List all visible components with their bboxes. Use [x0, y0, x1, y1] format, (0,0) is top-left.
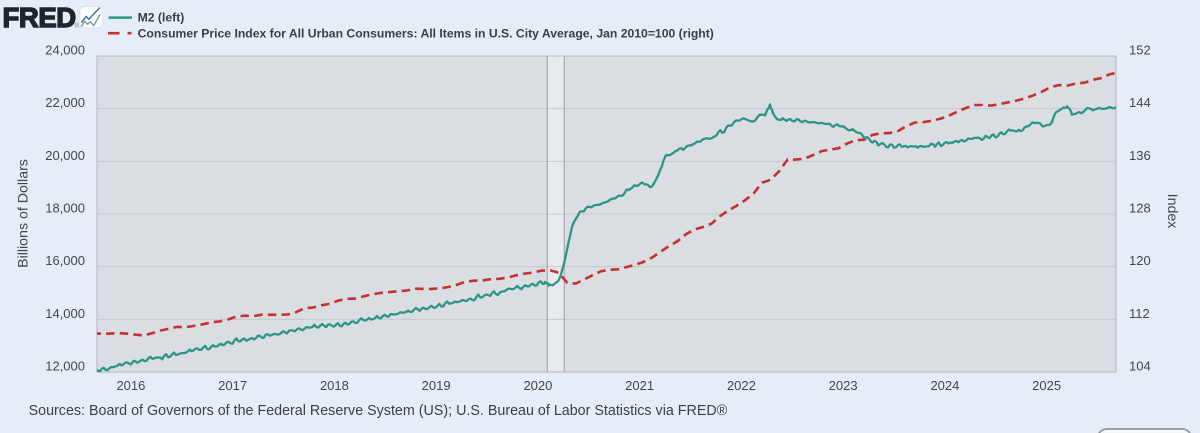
svg-text:136: 136: [1129, 148, 1151, 163]
svg-text:20,000: 20,000: [45, 148, 85, 163]
svg-text:2018: 2018: [320, 378, 349, 393]
svg-text:24,000: 24,000: [45, 43, 85, 58]
svg-text:104: 104: [1129, 359, 1151, 374]
svg-text:®: ®: [75, 23, 80, 30]
svg-text:128: 128: [1129, 201, 1151, 216]
svg-text:Sources: Board of Governors of: Sources: Board of Governors of the Feder…: [29, 403, 728, 419]
svg-text:2016: 2016: [116, 378, 145, 393]
svg-text:2022: 2022: [727, 378, 756, 393]
svg-text:Consumer Price Index for All U: Consumer Price Index for All Urban Consu…: [138, 26, 714, 40]
svg-text:2020: 2020: [523, 378, 552, 393]
svg-text:Billions of Dollars: Billions of Dollars: [16, 159, 32, 268]
svg-text:M2 (left): M2 (left): [138, 11, 185, 25]
svg-text:120: 120: [1129, 253, 1151, 268]
svg-text:2021: 2021: [625, 378, 654, 393]
svg-text:2019: 2019: [422, 378, 451, 393]
svg-text:2024: 2024: [930, 378, 959, 393]
svg-text:12,000: 12,000: [45, 359, 85, 374]
svg-text:2017: 2017: [218, 378, 247, 393]
svg-text:Index: Index: [1164, 194, 1180, 229]
svg-text:112: 112: [1129, 306, 1150, 321]
svg-text:FRED: FRED: [3, 2, 76, 33]
svg-text:2025: 2025: [1032, 378, 1061, 393]
svg-text:18,000: 18,000: [45, 201, 85, 216]
svg-text:152: 152: [1129, 43, 1151, 58]
svg-text:144: 144: [1129, 95, 1151, 110]
svg-text:2023: 2023: [829, 378, 858, 393]
svg-text:22,000: 22,000: [45, 95, 85, 110]
svg-text:16,000: 16,000: [45, 253, 85, 268]
svg-text:14,000: 14,000: [45, 306, 85, 321]
